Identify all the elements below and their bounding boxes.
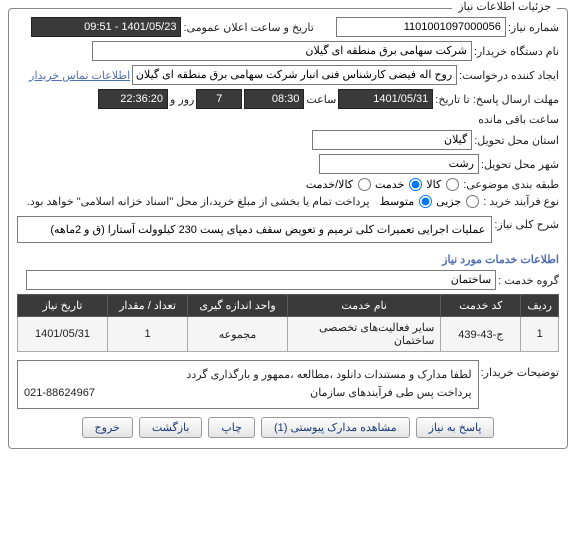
buyer-notes-line2: پرداخت پس طی فرآیندهای سازمان [310,385,471,403]
td-0-5: 1401/05/31 [18,317,108,352]
td-0-3: مجموعه [188,317,288,352]
th-4: تعداد / مقدار [108,295,188,317]
label-buyer-notes: توضیحات خریدار: [481,360,559,379]
td-0-4: 1 [108,317,188,352]
radio-subject-1-input[interactable] [409,178,422,191]
label-province: استان محل تحویل: [474,134,559,147]
label-desc: شرح کلی نیاز: [494,212,559,231]
th-3: واحد اندازه گیری [188,295,288,317]
radio-subject-2-label: کالا/خدمت [306,178,353,191]
label-req-no: شماره نیاز: [508,21,559,34]
buyer-notes-box: لطفا مدارک و مستندات دانلود ،مطالعه ،ممه… [17,360,479,409]
field-req-no: 1101001097000056 [336,17,506,37]
label-city: شهر محل تحویل: [481,158,559,171]
print-button[interactable]: چاپ [208,417,255,438]
radio-process-1[interactable]: متوسط [380,195,435,208]
radio-subject-0-label: کالا [426,178,441,191]
desc-text: عملیات اجرایی تعمیرات کلی ترمیم و تعویض … [50,224,485,236]
row-subject: طبقه بندی موضوعی: کالا خدمت کالا/خدمت [17,178,559,191]
th-2: نام خدمت [288,295,441,317]
panel-title: جزئیات اطلاعات نیاز [452,0,557,13]
radio-process-0-input[interactable] [466,195,479,208]
desc-box: عملیات اجرایی تعمیرات کلی ترمیم و تعویض … [17,216,492,243]
table-header-row: ردیف کد خدمت نام خدمت واحد اندازه گیری ت… [18,295,559,317]
radio-subject-0-input[interactable] [446,178,459,191]
label-creator: ایجاد کننده درخواست: [459,69,559,82]
details-panel: جزئیات اطلاعات نیاز شماره نیاز: 11010010… [8,8,568,449]
field-creator: روح اله فیضی کارشناس فنی انبار شرکت سهام… [132,65,457,85]
back-button[interactable]: بازگشت [139,417,203,438]
label-process: نوع فرآیند خرید : [483,195,559,208]
th-5: تاریخ نیاز [18,295,108,317]
label-deadline: مهلت ارسال پاسخ: تا تاریخ: [435,93,559,106]
label-announce-dt: تاریخ و ساعت اعلان عمومی: [183,21,313,34]
radio-process-1-input[interactable] [419,195,432,208]
label-remain: ساعت باقی مانده [478,113,559,126]
services-table: ردیف کد خدمت نام خدمت واحد اندازه گیری ت… [17,294,559,352]
radio-subject-2[interactable]: کالا/خدمت [306,178,373,191]
label-days: روز و [170,93,194,106]
radio-process-0[interactable]: جزیی [436,195,481,208]
th-0: ردیف [521,295,559,317]
radio-subject-2-input[interactable] [358,178,371,191]
field-province: گیلان [312,130,472,150]
table-row: 1 ج-43-439 سایر فعالیت‌های تخصصی ساختمان… [18,317,559,352]
field-announce-dt: 1401/05/23 - 09:51 [31,17,181,37]
td-0-2: سایر فعالیت‌های تخصصی ساختمان [288,317,441,352]
radio-process-0-label: جزیی [436,195,461,208]
field-deadline-date: 1401/05/31 [338,89,433,109]
respond-button[interactable]: پاسخ به نیاز [416,417,495,438]
radio-subject-0[interactable]: کالا [426,178,461,191]
field-city: رشت [319,154,479,174]
field-buyer: شرکت سهامی برق منطقه ای گیلان [92,41,472,61]
radio-subject-1-label: خدمت [375,178,404,191]
label-pkg: طبقه بندی موضوعی: [463,178,559,191]
buyer-notes-phone: 021-88624967 [24,385,95,403]
field-deadline-time: 08:30 [244,89,304,109]
row-process: نوع فرآیند خرید : جزیی متوسط پرداخت تمام… [17,195,559,208]
contact-link[interactable]: اطلاعات تماس خریدار [29,69,130,82]
label-time-1: ساعت [306,93,336,106]
footer-buttons: پاسخ به نیاز مشاهده مدارک پیوستی (1) چاپ… [17,417,559,438]
attachments-button[interactable]: مشاهده مدارک پیوستی (1) [261,417,410,438]
exit-button[interactable]: خروج [82,417,133,438]
field-group: ساختمان [26,270,496,290]
field-deadline-days: 7 [196,89,242,109]
label-group: گروه خدمت : [498,274,559,287]
services-heading: اطلاعات خدمات مورد نیاز [17,253,559,266]
radio-process-1-label: متوسط [380,195,415,208]
label-buyer: نام دستگاه خریدار: [474,45,559,58]
th-1: کد خدمت [441,295,521,317]
td-0-0: 1 [521,317,559,352]
buyer-notes-line1: لطفا مدارک و مستندات دانلود ،مطالعه ،ممه… [24,367,472,385]
process-note: پرداخت تمام یا بخشی از مبلغ خرید،از محل … [27,195,370,208]
field-deadline-remain: 22:36:20 [98,89,168,109]
radio-subject-1[interactable]: خدمت [375,178,424,191]
td-0-1: ج-43-439 [441,317,521,352]
